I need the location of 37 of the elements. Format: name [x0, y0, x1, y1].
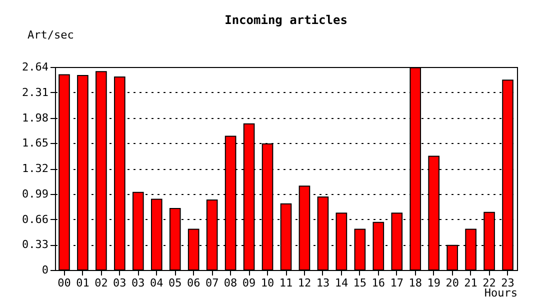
x-tick-label: 13	[316, 276, 330, 290]
x-tick-label: 10	[260, 276, 274, 290]
x-tick-label: 09	[242, 276, 256, 290]
x-tick-label: 06	[186, 276, 200, 290]
x-axis-title: Hours	[484, 286, 518, 300]
x-tick-label: 21	[464, 276, 478, 290]
x-tick-label: 20	[446, 276, 459, 290]
x-tick-label: 18	[408, 276, 422, 290]
x-tick-label: 01	[76, 276, 90, 290]
x-tick-label: 14	[334, 276, 348, 290]
y-tick-label: 1.98	[22, 111, 48, 124]
x-tick-label: 22	[482, 276, 496, 290]
y-tick-label: 1.65	[22, 136, 48, 150]
y-axis-title: Art/sec	[28, 28, 74, 42]
x-tick-label: 19	[427, 276, 440, 290]
y-tick-label: 0.33	[22, 238, 48, 252]
x-tick-label: 16	[372, 276, 386, 290]
y-tick-label: 1.32	[22, 162, 48, 175]
y-tick-label: 2.64	[22, 60, 49, 74]
x-tick-label: 00	[58, 276, 71, 290]
y-tick-label: 0.66	[22, 212, 48, 226]
y-tick-label: 2.31	[22, 86, 48, 99]
x-tick-label: 07	[205, 276, 219, 290]
x-tick-label: 03	[132, 276, 145, 290]
y-tick-label: 0	[42, 264, 48, 276]
x-tick-label: 05	[168, 276, 182, 290]
x-tick-label: 12	[298, 276, 312, 290]
x-tick-label: 08	[224, 276, 238, 290]
x-tick-label: 11	[279, 276, 293, 290]
x-tick-label: 17	[390, 276, 404, 290]
y-tick-label: 0.99	[22, 187, 48, 200]
x-tick-label: 15	[353, 276, 367, 290]
x-tick-label: 02	[94, 276, 108, 290]
chart-title: Incoming articles	[224, 13, 348, 27]
x-tick-label: 04	[150, 276, 164, 290]
x-tick-label: 03	[113, 276, 126, 290]
x-tick-label: 23	[501, 276, 514, 290]
